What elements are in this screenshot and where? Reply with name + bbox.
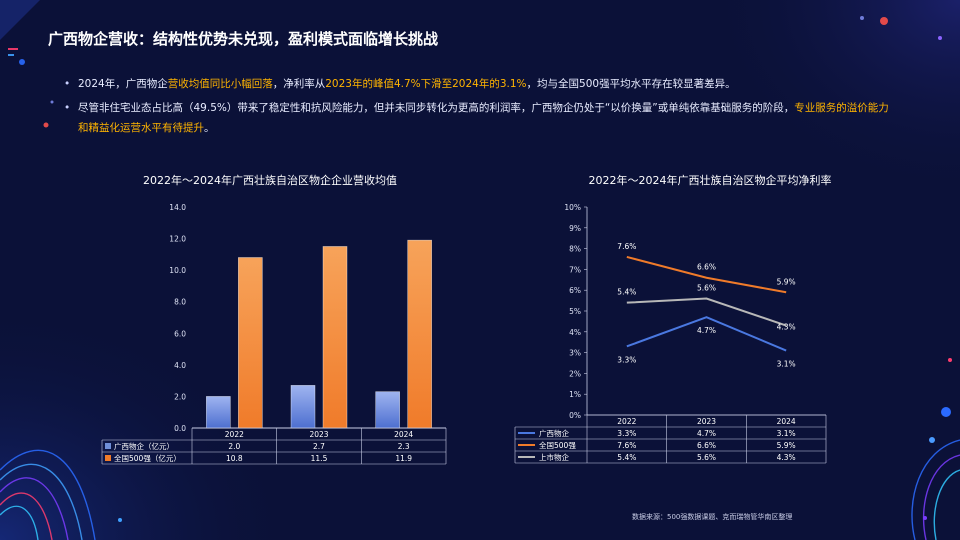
summary-bullets: 2024年，广西物企营收均值同比小幅回落，净利率从2023年的峰值4.7%下滑至… [64,74,894,142]
y-tick-label: 12.0 [169,235,186,244]
y-tick-label: 7% [569,265,581,274]
bar-guangxi-2023 [290,385,316,429]
y-tick-label: 2% [569,369,581,378]
y-tick-label: 2.0 [174,392,186,401]
y-tick-label: 0% [569,411,581,420]
revenue-bar-chart: 0.0 2.0 4.0 6.0 8.0 10.0 12.0 14.0 2022 2023 2024 广… [101,203,447,465]
table-value: 3.1% [777,429,796,438]
bullet-text: 。 [204,122,215,134]
y-tick-label: 14.0 [169,203,186,212]
data-label-listed: 5.4% [617,288,636,297]
table-value: 3.3% [617,429,636,438]
legend-label: 上市物企 [539,452,569,462]
table-value: 4.7% [697,429,716,438]
table-value: 7.6% [617,441,636,450]
legend-label: 全国500强（亿元） [114,453,181,463]
data-label-top500: 6.6% [697,263,716,272]
legend-swatch [105,455,111,461]
bullet-structure: 尽管非住宅业态占比高（49.5%）带来了稳定性和抗风险能力，但并未同步转化为更高… [64,98,894,138]
y-tick-label: 1% [569,390,581,399]
legend-label: 全国500强 [539,440,576,450]
x-tick-label: 2022 [225,430,244,439]
x-tick-label: 2022 [617,417,636,426]
legend-label: 广西物企（亿元） [114,441,174,451]
y-tick-label: 9% [569,224,581,233]
data-label-guangxi: 3.1% [777,360,796,369]
line-series-top500 [626,255,787,294]
data-label-listed: 4.3% [777,323,796,332]
y-tick-label: 10% [564,203,581,212]
line-series-listed [626,297,787,327]
table-value: 6.6% [697,441,716,450]
table-value: 5.6% [697,453,716,462]
page-title: 广西物企营收：结构性优势未兑现，盈利模式面临增长挑战 [48,30,439,48]
x-tick-label: 2023 [697,417,716,426]
bullet-revenue: 2024年，广西物企营收均值同比小幅回落，净利率从2023年的峰值4.7%下滑至… [64,74,894,94]
bullet-text: ，均与全国500强平均水平存在较显著差异。 [526,78,736,90]
table-value: 2.3 [398,442,410,451]
table-value: 10.8 [226,454,243,463]
table-value: 11.5 [311,454,328,463]
bullet-text: 2024年，广西物企 [78,78,168,90]
bullet-highlight: 专业服务的溢价能力和精益化运营水平有待提升 [78,102,889,134]
y-tick-label: 10.0 [169,266,186,275]
bullet-highlight: 2023年的峰值4.7%下滑至2024年的3.1% [325,78,527,90]
data-source-note: 数据来源：500强数据课题、克而瑞物管华南区整理 [632,513,793,521]
data-label-guangxi: 4.7% [697,326,716,335]
x-tick-label: 2023 [309,430,328,439]
data-label-top500: 5.9% [777,277,796,286]
table-value: 5.9% [777,441,796,450]
legend-swatch [105,443,111,449]
y-tick-label: 4% [569,328,581,337]
bar-top500-2022 [238,257,263,429]
x-tick-label: 2024 [394,430,413,439]
line-chart-title: 2022年～2024年广西壮族自治区物企平均净利率 [588,174,832,187]
line-series-guangxi [626,316,787,352]
data-label-listed: 5.6% [697,284,716,293]
table-value: 2.7 [313,442,325,451]
bar-guangxi-2024 [375,391,400,429]
data-label-top500: 7.6% [617,242,636,251]
bar-guangxi-2022 [206,396,231,429]
y-tick-label: 4.0 [174,361,186,370]
bullet-text: 尽管非住宅业态占比高（49.5%）带来了稳定性和抗风险能力，但并未同步转化为更高… [78,102,795,114]
table-value: 4.3% [777,453,796,462]
bullet-text: ，净利率从 [272,78,326,90]
y-tick-label: 6.0 [174,329,186,338]
y-tick-label: 6% [569,286,581,295]
data-label-guangxi: 3.3% [617,355,636,364]
y-tick-label: 8.0 [174,298,186,307]
bar-top500-2024 [407,239,432,429]
legend-label: 广西物企 [539,428,569,438]
bar-chart-title: 2022年～2024年广西壮族自治区物企企业营收均值 [143,174,397,187]
y-tick-label: 0.0 [174,424,186,433]
y-tick-label: 5% [569,307,581,316]
x-tick-label: 2024 [777,417,796,426]
y-tick-label: 3% [569,349,581,358]
y-tick-label: 8% [569,245,581,254]
bar-top500-2023 [322,246,348,429]
net-margin-line-chart: 0% 1% 2% 3% 4% 5% 6% 7% 8% 9% 10% 3.3% 4.7% 3.1% 7.6% 6… [514,203,827,464]
table-value: 11.9 [395,454,412,463]
bullet-highlight: 营收均值同比小幅回落 [167,78,273,90]
table-value: 5.4% [617,453,636,462]
table-value: 2.0 [228,442,240,451]
